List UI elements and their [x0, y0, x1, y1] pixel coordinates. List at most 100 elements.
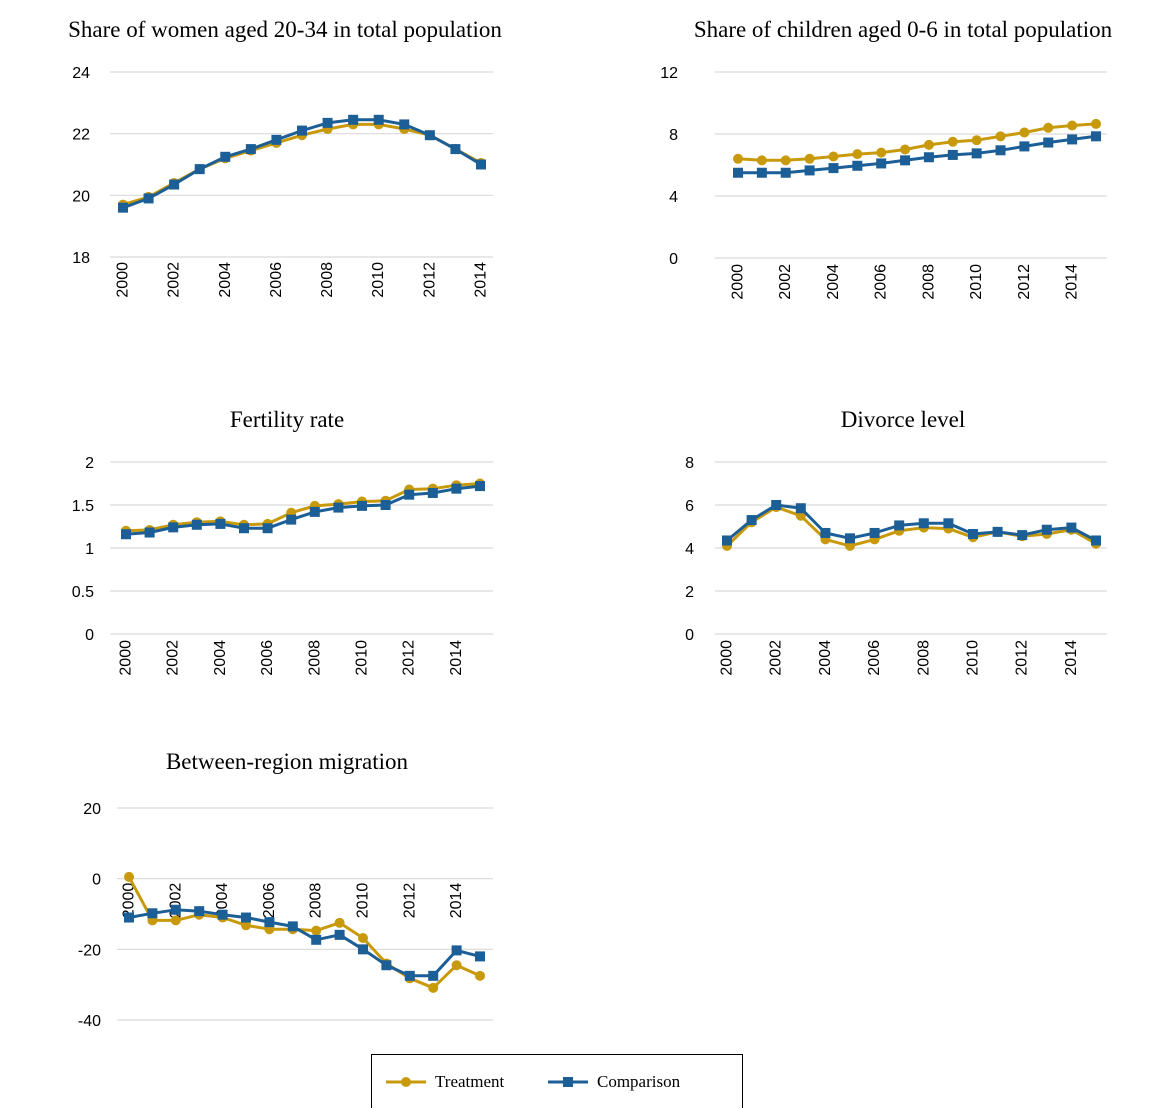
- chart-title: Share of women aged 20-34 in total popul…: [68, 17, 502, 42]
- y-tick-label: 24: [72, 65, 90, 82]
- series-line-comparison: [738, 134, 1097, 175]
- data-point-comparison: [322, 117, 333, 128]
- data-point-treatment: [334, 917, 345, 928]
- data-point-comparison: [381, 960, 392, 971]
- data-point-comparison: [475, 481, 485, 492]
- data-point-comparison: [380, 500, 391, 510]
- x-tick-label: 2004: [217, 262, 234, 298]
- data-point-comparison: [357, 500, 367, 511]
- x-tick-label: 2006: [259, 640, 276, 676]
- chart-panel-5: Between-region migration -40 -20 0 20 2000 200…: [78, 749, 493, 1030]
- data-point-comparison: [820, 527, 831, 538]
- x-tick-label: 2012: [401, 640, 418, 676]
- data-point-comparison: [264, 917, 275, 928]
- data-point-comparison: [451, 483, 462, 494]
- chart-title: Share of children aged 0-6 in total popu…: [694, 17, 1113, 42]
- x-tick-label: 2008: [306, 640, 323, 676]
- data-point-comparison: [124, 912, 134, 923]
- chart-title: Between-region migration: [166, 749, 409, 774]
- data-point-treatment: [971, 135, 982, 146]
- data-point-comparison: [943, 518, 954, 529]
- data-point-comparison: [995, 145, 1006, 156]
- data-point-comparison: [845, 533, 855, 544]
- y-tick-label: 2: [685, 584, 694, 601]
- x-tick-label: 2004: [825, 264, 842, 300]
- x-tick-label: 2010: [354, 640, 371, 676]
- x-tick-label: 2004: [212, 640, 229, 676]
- y-tick-label: 2: [85, 455, 94, 472]
- data-point-treatment: [995, 131, 1006, 142]
- data-point-comparison: [358, 944, 368, 955]
- data-point-comparison: [287, 921, 298, 932]
- x-tick-label: 2002: [166, 262, 183, 298]
- y-tick-label: 8: [669, 127, 678, 144]
- x-tick-label: 2012: [401, 883, 418, 919]
- data-point-comparison: [1091, 131, 1101, 142]
- data-point-comparison: [1041, 524, 1052, 535]
- legend-item-treatment: Treatment: [385, 1055, 504, 1109]
- series-line-comparison: [128, 908, 481, 978]
- legend-treatment-label: Treatment: [435, 1072, 505, 1091]
- x-tick-label: 2010: [355, 883, 372, 919]
- x-tick-label: 2010: [370, 262, 387, 298]
- data-point-comparison: [852, 160, 863, 171]
- data-point-comparison: [475, 951, 485, 962]
- data-point-comparison: [424, 130, 435, 141]
- data-point-comparison: [143, 193, 154, 204]
- y-tick-label: -20: [78, 942, 101, 959]
- x-tick-label: 2006: [261, 883, 278, 919]
- data-point-treatment: [876, 147, 887, 158]
- data-point-comparison: [971, 148, 982, 159]
- data-point-comparison: [923, 152, 934, 163]
- data-point-comparison: [194, 164, 205, 175]
- y-tick-label: 22: [72, 127, 90, 144]
- chart-panel-1: Share of women aged 20-34 in total popul…: [68, 17, 502, 298]
- y-tick-label: 0: [685, 627, 694, 644]
- data-point-treatment: [852, 149, 863, 160]
- data-point-comparison: [1091, 535, 1101, 546]
- data-point-comparison: [828, 163, 839, 174]
- data-point-comparison: [399, 119, 410, 130]
- data-point-treatment: [733, 153, 743, 164]
- data-point-comparison: [1017, 530, 1028, 541]
- data-point-treatment: [428, 982, 439, 993]
- data-point-comparison: [1019, 141, 1030, 152]
- data-point-comparison: [144, 527, 155, 538]
- x-tick-label: 2014: [448, 883, 465, 919]
- legend-comparison-label: Comparison: [597, 1072, 681, 1091]
- data-point-comparison: [271, 134, 282, 145]
- x-tick-label: 2006: [866, 640, 883, 676]
- chart-panel-2: Share of children aged 0-6 in total popu…: [660, 17, 1112, 300]
- data-point-comparison: [333, 502, 344, 513]
- data-point-comparison: [722, 535, 732, 546]
- x-tick-label: 2012: [1014, 640, 1031, 676]
- data-point-comparison: [427, 487, 438, 498]
- series-line-treatment: [125, 482, 481, 533]
- data-point-treatment: [311, 925, 322, 936]
- y-tick-label: 1: [85, 541, 94, 558]
- chart-legend: Treatment Comparison: [371, 1054, 743, 1108]
- data-point-treatment: [756, 155, 767, 166]
- x-tick-label: 2000: [115, 262, 132, 298]
- data-point-treatment: [795, 510, 806, 521]
- x-tick-label: 2008: [920, 264, 937, 300]
- x-tick-label: 2014: [473, 262, 490, 298]
- chart-title: Fertility rate: [230, 407, 344, 432]
- y-tick-label: 0: [85, 627, 94, 644]
- data-point-treatment: [780, 155, 791, 166]
- data-point-treatment: [1043, 122, 1054, 133]
- legend-treatment-swatch: [386, 1077, 426, 1087]
- data-point-comparison: [169, 179, 180, 190]
- data-point-treatment: [828, 151, 839, 162]
- data-point-comparison: [245, 144, 256, 155]
- data-point-comparison: [476, 159, 486, 170]
- data-point-treatment: [358, 933, 368, 944]
- x-tick-label: 2006: [873, 264, 890, 300]
- x-tick-label: 2002: [777, 264, 794, 300]
- data-point-comparison: [733, 167, 743, 178]
- circle-line-marker-icon: [401, 1077, 411, 1087]
- y-tick-label: 8: [685, 455, 694, 472]
- x-tick-label: 2012: [421, 262, 438, 298]
- data-point-comparison: [1043, 137, 1054, 148]
